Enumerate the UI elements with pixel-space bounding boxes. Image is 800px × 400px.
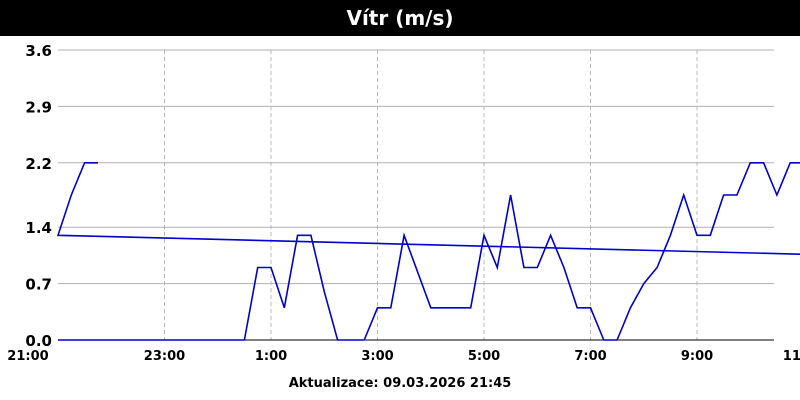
x-tick-label: 1:00	[255, 349, 287, 364]
horizontal-gridlines	[58, 49, 774, 341]
x-tick-label: 9:00	[681, 349, 713, 364]
vertical-gridlines	[164, 50, 698, 340]
y-tick-label: 3.6	[25, 42, 52, 60]
x-tick-label: 7:00	[574, 349, 606, 364]
y-axis-ticks: 0.0 0.7 1.4 2.2 2.9 3.6	[25, 42, 52, 350]
y-tick-label: 0.0	[25, 332, 52, 350]
y-tick-label: 2.2	[25, 155, 52, 173]
x-tick-label: 3:00	[361, 349, 393, 364]
x-axis-ticks: 21:0023:001:003:005:007:009:0011:0013:00…	[7, 349, 800, 364]
x-tick-label: 5:00	[468, 349, 500, 364]
x-tick-label: 21:00	[7, 349, 48, 364]
chart-title: Vítr (m/s)	[0, 0, 800, 36]
x-tick-label: 23:00	[144, 349, 185, 364]
y-tick-label: 0.7	[25, 276, 52, 294]
y-tick-label: 1.4	[25, 219, 52, 237]
wind-speed-line	[56, 162, 800, 341]
update-timestamp: Aktualizace: 09.03.2026 21:45	[288, 376, 512, 391]
wind-chart: 0.0 0.7 1.4 2.2 2.9 3.6 21:00 23:00 1:00 3:00 5:0…	[7, 42, 800, 364]
y-tick-label: 2.9	[25, 98, 52, 116]
x-tick-label: 11:00	[783, 349, 800, 364]
